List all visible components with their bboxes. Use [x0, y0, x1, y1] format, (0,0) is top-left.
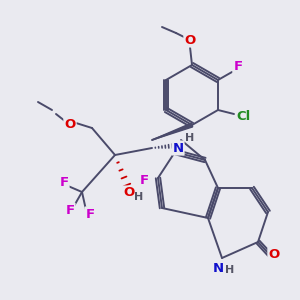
Text: Cl: Cl [237, 110, 251, 122]
Text: O: O [268, 248, 280, 262]
Text: F: F [65, 203, 75, 217]
Text: O: O [184, 34, 196, 46]
Text: F: F [85, 208, 94, 220]
Text: O: O [64, 118, 76, 131]
Text: N: N [172, 142, 184, 154]
Text: F: F [233, 61, 242, 74]
Text: H: H [134, 192, 144, 202]
Text: F: F [59, 176, 69, 188]
Text: N: N [212, 262, 224, 275]
Text: H: H [225, 265, 235, 275]
Text: F: F [140, 175, 148, 188]
Polygon shape [152, 123, 193, 140]
Text: H: H [185, 133, 195, 143]
Text: O: O [123, 187, 135, 200]
